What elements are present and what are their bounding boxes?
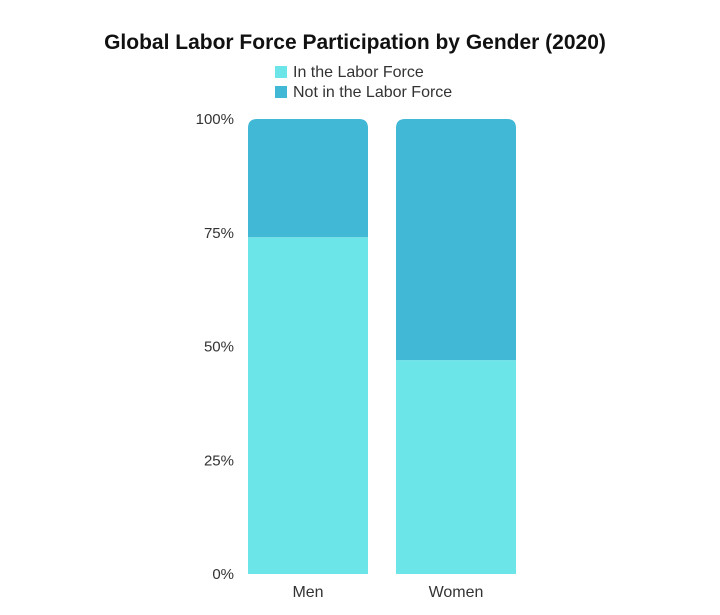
y-tick-label: 0%	[212, 566, 234, 583]
chart-title: Global Labor Force Participation by Gend…	[104, 31, 606, 54]
legend-swatch-0	[275, 66, 287, 78]
legend-label-0: In the Labor Force	[293, 64, 424, 81]
legend: In the Labor Force Not in the Labor Force	[275, 64, 452, 101]
bar-women-series-1	[396, 119, 516, 361]
bar-men-series-1	[248, 119, 368, 238]
bars	[248, 119, 516, 575]
legend-label-1: Not in the Labor Force	[293, 84, 452, 101]
y-tick-label: 75%	[204, 225, 234, 242]
y-tick-label: 100%	[196, 111, 234, 128]
y-tick-label: 25%	[204, 452, 234, 469]
x-category-label: Women	[429, 584, 484, 601]
x-axis: Men Women	[292, 584, 483, 601]
legend-swatch-1	[275, 86, 287, 98]
bar-women-series-0	[396, 360, 516, 574]
bar-men-series-0	[248, 237, 368, 575]
x-category-label: Men	[292, 584, 323, 601]
y-tick-label: 50%	[204, 339, 234, 356]
y-axis: 0% 25% 50% 75% 100%	[196, 111, 234, 583]
